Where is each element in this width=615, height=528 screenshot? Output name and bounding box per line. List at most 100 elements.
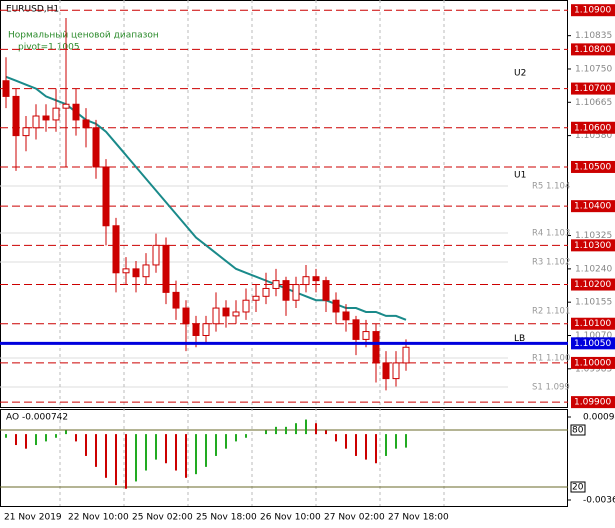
- candle-body: [212, 307, 220, 325]
- x-tick-label: 25 Nov 18:00: [196, 513, 257, 523]
- candle-body: [272, 280, 280, 289]
- annotation: R4 1.103: [532, 229, 570, 239]
- level-box: [571, 160, 615, 173]
- candle-body: [242, 299, 250, 313]
- candle-body: [2, 80, 10, 97]
- candle-body: [302, 276, 310, 286]
- y-tick-label: 1.10750: [575, 64, 612, 74]
- annotation: R2 1.101: [532, 307, 570, 317]
- x-tick-label: 22 Nov 10:00: [68, 513, 129, 523]
- y2-tick-label: 80: [572, 426, 584, 436]
- level-label: 1.09900: [574, 398, 611, 408]
- candle-body: [192, 323, 200, 336]
- y2-tick-label: 20: [572, 483, 584, 493]
- y-tick-label: 1.10155: [575, 298, 612, 308]
- candle-body: [332, 299, 340, 313]
- y-tick-label: 1.10240: [575, 264, 612, 274]
- candle-body: [102, 166, 110, 227]
- annotation: U1: [514, 171, 526, 181]
- candle-body: [72, 103, 80, 121]
- annotation: S1 1.099: [532, 383, 570, 393]
- level-label: 1.10000: [574, 358, 611, 368]
- x-tick-label: 26 Nov 10:00: [260, 513, 321, 523]
- candle-body: [312, 276, 320, 282]
- level-box: [571, 82, 615, 95]
- main-frame: [0, 0, 568, 408]
- level-label: 1.10700: [574, 84, 611, 94]
- candle-body: [112, 225, 120, 274]
- stoch-box: [570, 424, 586, 436]
- level-label: 1.10600: [574, 123, 611, 133]
- candle-body: [372, 331, 380, 364]
- annotation: R3 1.102: [532, 258, 570, 268]
- candle-body: [92, 127, 100, 168]
- level-label: 1.10900: [574, 6, 611, 16]
- x-tick-label: 21 Nov 2019: [4, 513, 62, 523]
- candle-body: [42, 115, 50, 121]
- candle-body: [252, 295, 260, 301]
- candle-body: [22, 127, 30, 137]
- indicator-label: pivot=1.1005: [18, 43, 80, 53]
- y-tick-label: 1.10325: [575, 231, 612, 241]
- chart-title: EURUSD,H1: [6, 5, 59, 15]
- pivot-label: 1.10050: [574, 339, 611, 349]
- candle-body: [202, 323, 210, 336]
- y-tick-label: 1.10580: [575, 131, 612, 141]
- candle-body: [12, 95, 20, 137]
- x-tick-label: 25 Nov 02:00: [132, 513, 193, 523]
- candle-body: [172, 291, 180, 309]
- ao-title: AO -0.000742: [6, 413, 68, 423]
- candle-body: [52, 107, 60, 121]
- level-box: [571, 396, 615, 409]
- candle-body: [122, 268, 130, 274]
- level-label: 1.10400: [574, 202, 611, 212]
- level-box: [571, 4, 615, 17]
- candle-body: [392, 362, 400, 380]
- level-box: [571, 356, 615, 369]
- candle-body: [62, 103, 70, 109]
- x-tick-label: 27 Nov 18:00: [388, 513, 449, 523]
- candle-body: [352, 319, 360, 340]
- candle-body: [282, 280, 290, 301]
- candle-body: [362, 331, 370, 340]
- candle-body: [292, 284, 300, 301]
- candle-body: [382, 362, 390, 380]
- y-tick-label: 1.10665: [575, 98, 612, 108]
- candle-body: [402, 346, 410, 364]
- level-label: 1.10800: [574, 45, 611, 55]
- candle-body: [262, 287, 270, 297]
- candle-body: [342, 311, 350, 321]
- candle-body: [32, 115, 40, 129]
- level-label: 1.10100: [574, 319, 611, 329]
- candle-body: [322, 280, 330, 301]
- candle-body: [142, 264, 150, 278]
- x-tick-label: 27 Nov 02:00: [324, 513, 385, 523]
- y-tick-label: 1.09985: [575, 364, 612, 374]
- level-box: [571, 239, 615, 252]
- candle-body: [182, 307, 190, 325]
- y-tick-label: 1.10070: [575, 331, 612, 341]
- stoch-box: [570, 481, 586, 493]
- level-box: [571, 200, 615, 213]
- candle-body: [232, 311, 240, 317]
- level-label: 1.10500: [574, 162, 611, 172]
- candle-body: [132, 268, 140, 278]
- level-label: 1.10300: [574, 241, 611, 251]
- level-box: [571, 43, 615, 56]
- indicator-label: Нормальный ценовой диапазон: [8, 31, 159, 41]
- level-label: 1.10200: [574, 280, 611, 290]
- candle-body: [162, 244, 170, 293]
- level-box: [571, 278, 615, 291]
- annotation: R1 1.100: [532, 354, 570, 364]
- candle-body: [82, 119, 90, 129]
- pivot-name: LB: [514, 334, 525, 344]
- level-box: [571, 121, 615, 134]
- level-box: [571, 317, 615, 330]
- y-tick-label: 1.10835: [575, 31, 612, 41]
- pivot-box: [571, 337, 615, 350]
- annotation: R5 1.104: [532, 182, 570, 192]
- ao-frame: [0, 409, 568, 507]
- y-tick-label: 0.00094: [583, 413, 615, 423]
